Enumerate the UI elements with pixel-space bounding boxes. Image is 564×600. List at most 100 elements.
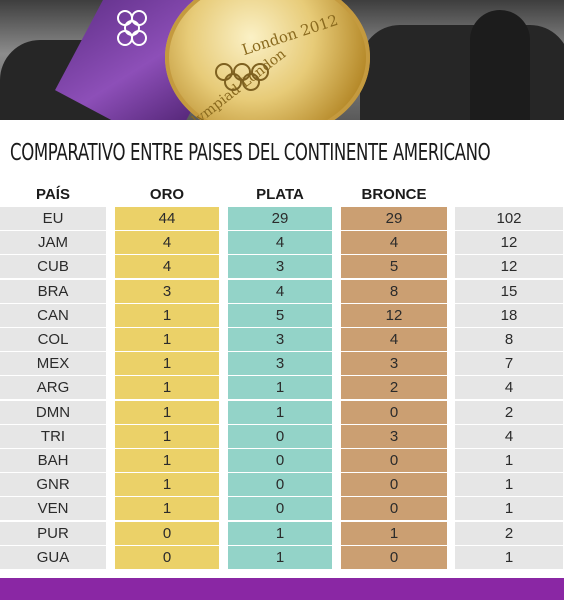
table-row: CUB 4 3 5 12: [0, 255, 564, 279]
cell-bronze: 12: [341, 303, 447, 327]
cell-country: GNR: [0, 473, 106, 497]
cell-total: 1: [455, 497, 563, 521]
cell-bronze: 2: [341, 376, 447, 400]
header-photo: London 2012 Olympiad London: [0, 0, 564, 120]
cell-gold: 1: [115, 376, 219, 400]
cell-total: 2: [455, 400, 563, 424]
cell-bronze: 0: [341, 400, 447, 424]
olympic-rings-icon: [117, 10, 147, 46]
cell-silver: 0: [228, 497, 332, 521]
cell-bronze: 29: [341, 207, 447, 230]
cell-gold: 4: [115, 255, 219, 279]
cell-gold: 1: [115, 352, 219, 376]
table-row: BAH 1 0 0 1: [0, 449, 564, 473]
cell-total: 18: [455, 303, 563, 327]
cell-silver: 1: [228, 376, 332, 400]
cell-bronze: 0: [341, 473, 447, 497]
table-row: EU 44 29 29 102: [0, 207, 564, 231]
cell-country: GUA: [0, 545, 106, 569]
cell-total: 15: [455, 279, 563, 303]
cell-silver: 0: [228, 424, 332, 448]
cell-bronze: 8: [341, 279, 447, 303]
cell-country: COL: [0, 328, 106, 351]
cell-total: 4: [455, 424, 563, 448]
table-row: DMN 1 1 0 2: [0, 400, 564, 425]
cell-country: CUB: [0, 255, 106, 279]
table-row: GUA 0 1 0 1: [0, 545, 564, 570]
cell-gold: 4: [115, 231, 219, 255]
cell-bronze: 4: [341, 231, 447, 255]
cell-bronze: 3: [341, 352, 447, 376]
cell-total: 102: [455, 207, 563, 230]
column-header-country: PAÍS: [36, 186, 70, 203]
cell-silver: 1: [228, 400, 332, 424]
cell-total: 1: [455, 449, 563, 472]
cell-gold: 1: [115, 328, 219, 351]
footer-bar: [0, 578, 564, 600]
cell-silver: 4: [228, 279, 332, 303]
cell-gold: 1: [115, 424, 219, 448]
table-row: JAM 4 4 4 12: [0, 231, 564, 255]
medal-olympic-rings-icon: [215, 63, 269, 91]
cell-bronze: 0: [341, 497, 447, 521]
table-row: ARG 1 1 2 4: [0, 376, 564, 400]
cell-total: 1: [455, 473, 563, 497]
cell-silver: 3: [228, 352, 332, 376]
cell-silver: 29: [228, 207, 332, 230]
cell-gold: 3: [115, 279, 219, 303]
cell-bronze: 5: [341, 255, 447, 279]
table-row: TRI 1 0 3 4: [0, 424, 564, 449]
table-row: COL 1 3 4 8: [0, 328, 564, 352]
cell-silver: 1: [228, 545, 332, 569]
cell-silver: 0: [228, 473, 332, 497]
cell-gold: 1: [115, 449, 219, 472]
crowd-silhouette: [470, 10, 530, 120]
cell-gold: 1: [115, 400, 219, 424]
cell-country: ARG: [0, 376, 106, 400]
cell-total: 12: [455, 231, 563, 255]
cell-country: BAH: [0, 449, 106, 472]
cell-gold: 1: [115, 473, 219, 497]
cell-bronze: 4: [341, 328, 447, 351]
column-header-silver: PLATA: [256, 186, 304, 203]
crowd-silhouette: [360, 25, 564, 120]
cell-country: BRA: [0, 279, 106, 303]
cell-country: CAN: [0, 303, 106, 327]
gold-medal: [165, 0, 370, 120]
cell-silver: 1: [228, 521, 332, 545]
table-row: MEX 1 3 3 7: [0, 352, 564, 376]
page-title: COMPARATIVO ENTRE PAISES DEL CONTINENTE …: [10, 140, 491, 166]
cell-country: MEX: [0, 352, 106, 376]
cell-total: 4: [455, 376, 563, 400]
table-row: VEN 1 0 0 1: [0, 497, 564, 521]
cell-country: TRI: [0, 424, 106, 448]
cell-total: 7: [455, 352, 563, 376]
cell-total: 2: [455, 521, 563, 545]
cell-country: VEN: [0, 497, 106, 521]
column-header-gold: ORO: [149, 186, 185, 203]
cell-bronze: 0: [341, 545, 447, 569]
column-header-bronze: BRONCE: [361, 186, 427, 203]
table-row: PUR 0 1 1 2: [0, 521, 564, 546]
cell-silver: 4: [228, 231, 332, 255]
cell-total: 1: [455, 545, 563, 569]
cell-silver: 0: [228, 449, 332, 472]
cell-total: 12: [455, 255, 563, 279]
cell-bronze: 1: [341, 521, 447, 545]
cell-gold: 0: [115, 521, 219, 545]
cell-bronze: 3: [341, 424, 447, 448]
cell-gold: 0: [115, 545, 219, 569]
table-row: GNR 1 0 0 1: [0, 473, 564, 497]
cell-silver: 3: [228, 255, 332, 279]
cell-country: PUR: [0, 521, 106, 545]
cell-silver: 5: [228, 303, 332, 327]
cell-total: 8: [455, 328, 563, 351]
cell-gold: 44: [115, 207, 219, 230]
cell-bronze: 0: [341, 449, 447, 472]
table-row: CAN 1 5 12 18: [0, 303, 564, 328]
cell-country: JAM: [0, 231, 106, 255]
cell-silver: 3: [228, 328, 332, 351]
cell-country: DMN: [0, 400, 106, 424]
cell-gold: 1: [115, 497, 219, 521]
table-row: BRA 3 4 8 15: [0, 279, 564, 304]
